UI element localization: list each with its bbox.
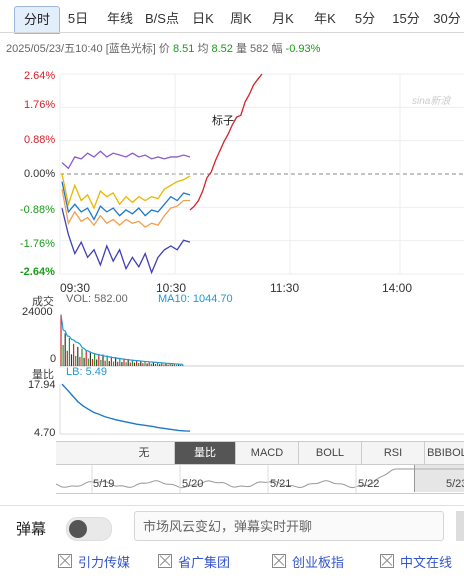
- danmu-bar: [0, 505, 464, 550]
- tab-divider: [0, 32, 464, 33]
- x-tick: 09:30: [60, 281, 91, 295]
- stock-name: [蓝色光标]: [105, 43, 156, 55]
- navigator-sparkline: [56, 465, 464, 493]
- tab-month-k[interactable]: 月K: [272, 11, 294, 26]
- tab-bs-points[interactable]: B/S点: [145, 11, 179, 26]
- y-tick: -1.76%: [20, 238, 55, 250]
- indicator-none[interactable]: 无: [114, 442, 175, 464]
- related-stock-link[interactable]: 中文在线: [380, 552, 452, 571]
- tab-day-k[interactable]: 日K: [192, 11, 214, 26]
- y-tick: 1.76%: [24, 99, 56, 111]
- indicator-bbiboll[interactable]: BBIBOLL: [425, 442, 464, 464]
- quote-datetime: 2025/05/23/五10:40: [6, 43, 103, 55]
- x-tick: 10:30: [156, 281, 187, 295]
- watermark-logo: sina新浪: [412, 96, 451, 107]
- chart-tabs: 分时 5日 年线 B/S点 日K 周K 月K 年K 5分 15分 30分: [0, 4, 464, 34]
- avg-value: 8.52: [211, 43, 233, 55]
- navigator-line: [56, 468, 464, 489]
- related-stock-label: 省广集团: [178, 555, 231, 570]
- related-stock-link[interactable]: 创业板指: [272, 552, 344, 571]
- volume-title: 成交: [32, 296, 54, 308]
- chart-annotation: 标子: [212, 115, 234, 127]
- y-tick: 0.00%: [24, 168, 56, 180]
- tab-fenshi[interactable]: 分时: [14, 6, 60, 34]
- y-tick: 0: [50, 353, 57, 365]
- y-tick: 17.94: [28, 379, 56, 391]
- series-line: [61, 150, 191, 170]
- range-navigator[interactable]: [56, 465, 464, 494]
- change-value: -0.93%: [285, 43, 321, 55]
- nav-date: 5/21: [270, 478, 292, 490]
- tab-5min[interactable]: 5分: [354, 11, 376, 26]
- danmu-label: 弹幕: [16, 521, 47, 538]
- related-stock-link[interactable]: 引力传媒: [58, 552, 130, 571]
- volume-label: 量: [235, 43, 247, 55]
- y-tick: 24000: [22, 306, 53, 318]
- price-chart-svg: [59, 73, 464, 275]
- quote-info-bar: 2025/05/23/五10:40 [蓝色光标] 价 8.51 均 8.52 量…: [6, 40, 320, 56]
- y-tick: -2.64%: [20, 266, 55, 278]
- price-label: 价: [158, 43, 170, 55]
- y-tick: 0.88%: [24, 134, 56, 146]
- tab-week-k[interactable]: 周K: [230, 11, 252, 26]
- indicator-boll[interactable]: BOLL: [299, 442, 362, 464]
- ma10-line: [60, 314, 183, 365]
- change-label: 幅: [271, 43, 283, 55]
- close-icon[interactable]: [272, 554, 286, 568]
- series-line: [189, 73, 263, 211]
- y-tick: -0.88%: [20, 204, 55, 216]
- indicator-liangbi[interactable]: 量比: [175, 442, 236, 464]
- related-stock-label: 引力传媒: [78, 555, 131, 570]
- tab-5day[interactable]: 5日: [67, 11, 89, 26]
- ratio-line: [61, 383, 191, 432]
- series-line: [61, 207, 191, 275]
- close-icon[interactable]: [58, 554, 72, 568]
- nav-date: 5/23: [446, 478, 464, 490]
- close-icon[interactable]: [158, 554, 172, 568]
- y-tick: 2.64%: [24, 70, 56, 82]
- ratio-readout: LB: 5.49: [66, 366, 107, 378]
- x-tick: 14:00: [382, 281, 413, 295]
- indicator-macd[interactable]: MACD: [236, 442, 299, 464]
- series-line: [61, 181, 191, 221]
- volume-readout: VOL: 582.00: [66, 293, 128, 305]
- related-stock-link[interactable]: 省广集团: [158, 552, 230, 571]
- close-icon[interactable]: [380, 554, 394, 568]
- series-line: [61, 173, 191, 210]
- related-stock-label: 创业板指: [292, 555, 345, 570]
- avg-label: 均: [197, 43, 209, 55]
- indicator-rsi[interactable]: RSI: [362, 442, 425, 464]
- ma10-readout: MA10: 1044.70: [158, 293, 233, 305]
- tab-30min[interactable]: 30分: [433, 11, 461, 26]
- related-stock-label: 中文在线: [400, 555, 453, 570]
- ratio-title: 量比: [32, 369, 54, 381]
- tab-year-k[interactable]: 年K: [314, 11, 336, 26]
- danmu-send-button[interactable]: [456, 511, 464, 541]
- tab-15min[interactable]: 15分: [392, 11, 420, 26]
- nav-date: 5/19: [93, 478, 115, 490]
- nav-date: 5/22: [358, 478, 380, 490]
- volume-value: 582: [250, 43, 269, 55]
- price-chart-area: 2.64% 1.76% 0.88% 0.00% -0.88% -1.76% -2…: [0, 62, 464, 292]
- indicator-tabs: 无 量比 MACD BOLL RSI BBIBOLL: [56, 441, 464, 465]
- tab-annual-line[interactable]: 年线: [106, 11, 133, 26]
- nav-date: 5/20: [182, 478, 204, 490]
- volume-chart-svg: [60, 314, 464, 367]
- price-value: 8.51: [172, 43, 195, 55]
- danmu-toggle[interactable]: [66, 517, 112, 541]
- navigator-handle[interactable]: [414, 465, 464, 492]
- series-line: [61, 189, 190, 228]
- danmu-input[interactable]: 市场风云变幻，弹幕实时开聊: [134, 511, 444, 541]
- ratio-chart-svg: [59, 383, 464, 435]
- y-tick: 4.70: [34, 427, 56, 439]
- x-tick: 11:30: [270, 281, 300, 295]
- toggle-knob: [69, 520, 87, 538]
